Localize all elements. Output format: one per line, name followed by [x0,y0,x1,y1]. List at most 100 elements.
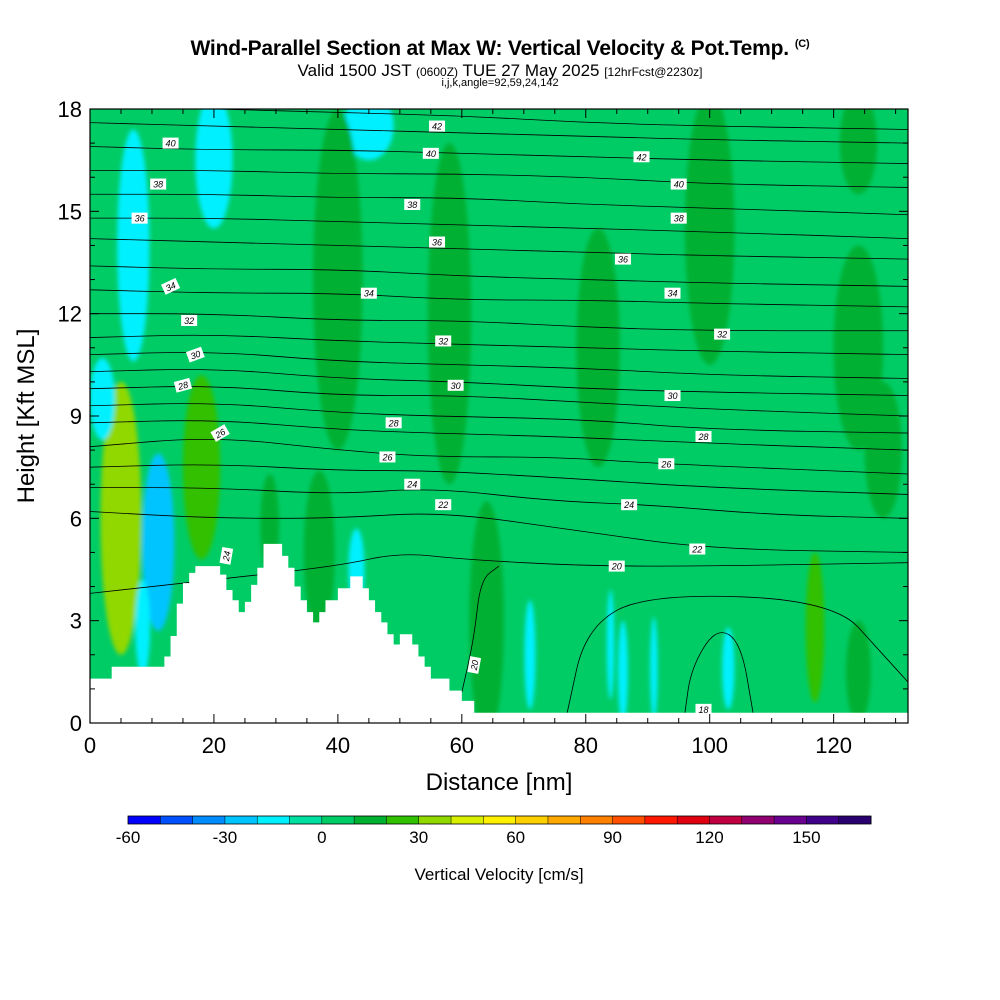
y-tick-label: 0 [70,711,82,736]
contour-label-box [714,328,731,340]
colorbar-swatch [515,816,549,824]
colorbar-swatch [128,816,161,824]
theta-contour [90,265,908,287]
velocity-cell [344,109,394,161]
contour-label-box [664,390,681,402]
colorbar-swatch [321,816,355,824]
contour-label-text: 36 [135,214,145,224]
contour-label: 24 [219,547,234,565]
y-axis-label: Height [Kft MSL] [13,329,40,504]
velocity-cell [303,470,335,635]
velocity-cell [524,600,536,710]
contour-label-text: 34 [668,289,678,299]
velocity-cell [722,627,735,710]
contour-label: 40 [422,147,439,159]
theta-contour [684,632,754,713]
contour-label-text: 32 [184,316,194,326]
valid-prefix: Valid 1500 JST [297,61,412,80]
velocity-cell [313,109,363,451]
colorbar-tick-label: 30 [409,828,428,847]
contour-label-box [385,417,402,429]
contour-label: 42 [429,120,446,132]
contour-label-box [664,287,681,299]
contour-label: 20 [467,656,482,674]
contour-label: 36 [614,253,631,265]
theta-contours [90,109,908,713]
theta-contour [90,193,908,216]
grid-params: i,j,k,angle=92,59,24,142 [441,77,559,89]
contour-label-text: 22 [691,545,702,555]
colorbar-swatch [709,816,743,824]
colorbar-swatch [774,816,807,824]
contour-label-text: 32 [717,330,727,340]
contour-label: 26 [379,451,396,463]
velocity-cell [805,552,825,703]
colorbar-swatch [192,816,226,824]
contour-label-box [181,314,198,326]
theta-contour [90,146,908,164]
colorbar-swatch [547,816,581,824]
velocity-cell [469,501,504,723]
theta-contour [90,238,908,260]
theta-contour [213,109,908,130]
contour-label-box [429,236,446,248]
contour-label: 26 [658,458,675,470]
forecast-info: [12hrFcst@2230z] [604,65,703,79]
contour-label-box [131,212,148,224]
velocity-cell [195,109,233,229]
colorbar-swatch [224,816,258,824]
chart-title-text: Wind-Parallel Section at Max W: Vertical… [190,37,790,60]
contour-label-text: 42 [432,122,442,132]
contour-label-box [422,147,439,159]
theta-contour [90,420,908,451]
x-axis-label: Distance [nm] [426,769,573,796]
colorbar-swatch [806,816,840,824]
contour-label: 34 [160,278,181,295]
contour-label-box [435,335,452,347]
contour-label: 38 [404,199,421,211]
contour-label-text: 40 [426,149,436,159]
colorbar-tick-label: -30 [213,828,238,847]
colorbar-tick-label: 0 [317,828,326,847]
colorbar: -60 -30 0 30 60 90 120 150 [116,815,872,847]
colorbar-swatch [677,816,710,824]
velocity-cell [650,617,658,720]
velocity-cell [846,620,871,723]
theta-contour [90,369,908,396]
colorbar-tick-label: 90 [603,828,622,847]
colorbar-swatch [257,816,291,824]
velocity-cell [90,358,115,440]
velocity-cell [684,109,735,365]
colorbar-swatch [483,816,517,824]
contour-label-text: 30 [451,381,461,391]
velocity-cell [833,245,884,451]
contour-label: 34 [360,287,377,299]
contour-label-text: 22 [437,500,448,510]
contour-label-box [435,499,452,511]
contour-label-box [162,137,179,149]
contour-label-text: 34 [364,289,374,299]
contour-label: 36 [429,236,446,248]
colorbar-tick-label: -60 [116,828,141,847]
theta-contour [90,313,908,332]
velocity-cell [606,589,615,700]
valid-date: TUE 27 May 2025 [462,61,600,80]
theta-contour [90,403,908,434]
contour-label: 34 [664,287,681,299]
contour-label-text: 28 [388,418,399,428]
x-tick-label: 100 [691,733,728,758]
valid-utc: (0600Z) [416,65,459,79]
colorbar-tick-label: 60 [506,828,525,847]
contour-label-box [404,199,421,211]
colorbar-tick-label: 150 [792,828,820,847]
contour-labels: 42 42 40 40 40 38 38 38 36 36 36 34 34 34 32 32 32 30 30 30… [131,120,731,715]
contour-label-text: 40 [674,180,684,190]
contour-label-text: 38 [153,180,163,190]
colorbar-swatch [354,816,387,824]
contour-label-box [467,656,482,674]
colorbar-swatch [289,816,323,824]
theta-contour [90,289,908,308]
x-tick-label: 40 [326,733,350,758]
